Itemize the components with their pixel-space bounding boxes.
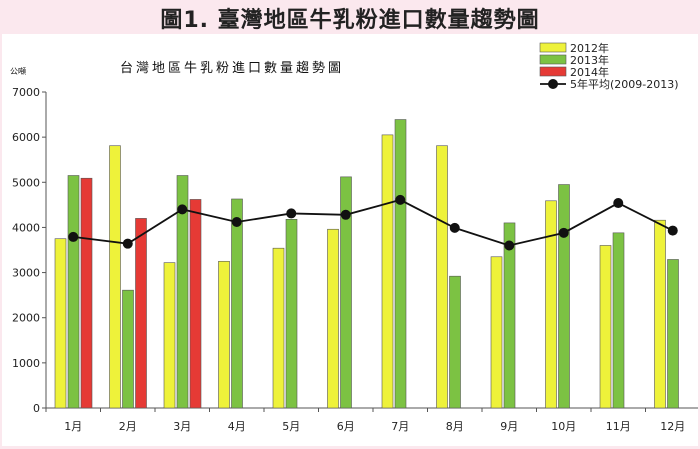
bar-2013年 <box>67 175 80 409</box>
legend-swatch-2012年 <box>539 42 567 53</box>
y-tick-label: 2000 <box>12 312 40 325</box>
y-tick-label: 5000 <box>12 176 40 189</box>
bar-2012年 <box>654 219 666 409</box>
chart-title: 台灣地區牛乳粉進口數量趨勢圖 <box>120 61 345 76</box>
avg-line <box>73 198 674 247</box>
y-tick-label: 6000 <box>12 131 40 144</box>
bar-2013年 <box>667 259 679 409</box>
x-tick-label: 3月 <box>173 420 191 433</box>
x-tick-label: 12月 <box>660 420 685 433</box>
x-tick-label: 10月 <box>551 420 576 433</box>
bar-2012年 <box>490 256 503 409</box>
legend-label: 5年平均(2009-2013) <box>570 77 679 91</box>
avg-point <box>395 194 406 205</box>
bar-2013年 <box>285 219 298 409</box>
y-tick-label: 7000 <box>12 86 40 99</box>
x-tick-label: 1月 <box>64 420 82 433</box>
x-tick-label: 4月 <box>228 420 246 433</box>
bar-2013年 <box>231 198 243 409</box>
bar-2013年 <box>340 176 352 409</box>
avg-point <box>504 240 515 251</box>
bar-2012年 <box>545 200 557 409</box>
x-tick-label: 5月 <box>282 420 300 433</box>
x-tick-label: 9月 <box>500 420 518 433</box>
y-tick-label: 4000 <box>12 221 40 234</box>
x-tick-label: 11月 <box>606 420 631 433</box>
legend-marker-avg <box>548 79 558 89</box>
bar-2013年 <box>176 175 189 409</box>
y-tick-label: 1000 <box>12 357 40 370</box>
bar-2014年 <box>80 177 93 409</box>
legend-swatch-2014年 <box>539 66 567 77</box>
avg-point <box>177 204 188 215</box>
y-tick-label: 3000 <box>12 267 40 280</box>
avg-point <box>558 227 569 238</box>
bar-2014年 <box>135 218 147 409</box>
bar-2012年 <box>54 238 67 409</box>
avg-point <box>68 231 79 242</box>
legend-swatch-2013年 <box>539 54 567 65</box>
x-tick-label: 6月 <box>337 420 355 433</box>
avg-point <box>613 198 624 209</box>
bar-2013年 <box>503 222 516 409</box>
bar-2013年 <box>449 275 461 409</box>
bar-2012年 <box>599 245 612 409</box>
legend-label: 2013年 <box>570 53 609 67</box>
x-tick-label: 7月 <box>391 420 409 433</box>
bar-2012年 <box>381 134 394 409</box>
avg-point <box>231 217 242 228</box>
y-tick-label: 0 <box>33 402 40 415</box>
bar-2014年 <box>189 199 202 409</box>
bar-2013年 <box>394 119 407 409</box>
bar-2013年 <box>122 289 134 409</box>
bar-2012年 <box>218 260 230 409</box>
bar-2013年 <box>558 184 570 409</box>
legend-label: 2014年 <box>570 65 609 79</box>
avg-point <box>286 208 297 219</box>
avg-point <box>340 209 351 220</box>
x-tick-label: 2月 <box>119 420 137 433</box>
bar-2012年 <box>327 228 339 409</box>
y-axis-unit: 公噸 <box>10 67 26 76</box>
avg-point <box>449 222 460 233</box>
legend-label: 2012年 <box>570 41 609 55</box>
x-tick-label: 8月 <box>446 420 464 433</box>
bar-2012年 <box>436 145 448 409</box>
bar-2013年 <box>612 232 625 409</box>
avg-point <box>667 225 678 236</box>
bar-2012年 <box>109 145 121 409</box>
bar-2012年 <box>272 247 285 409</box>
bar-2012年 <box>163 262 176 409</box>
figure-title: 圖1. 臺灣地區牛乳粉進口數量趨勢圖 <box>160 8 540 33</box>
avg-point <box>122 238 133 249</box>
